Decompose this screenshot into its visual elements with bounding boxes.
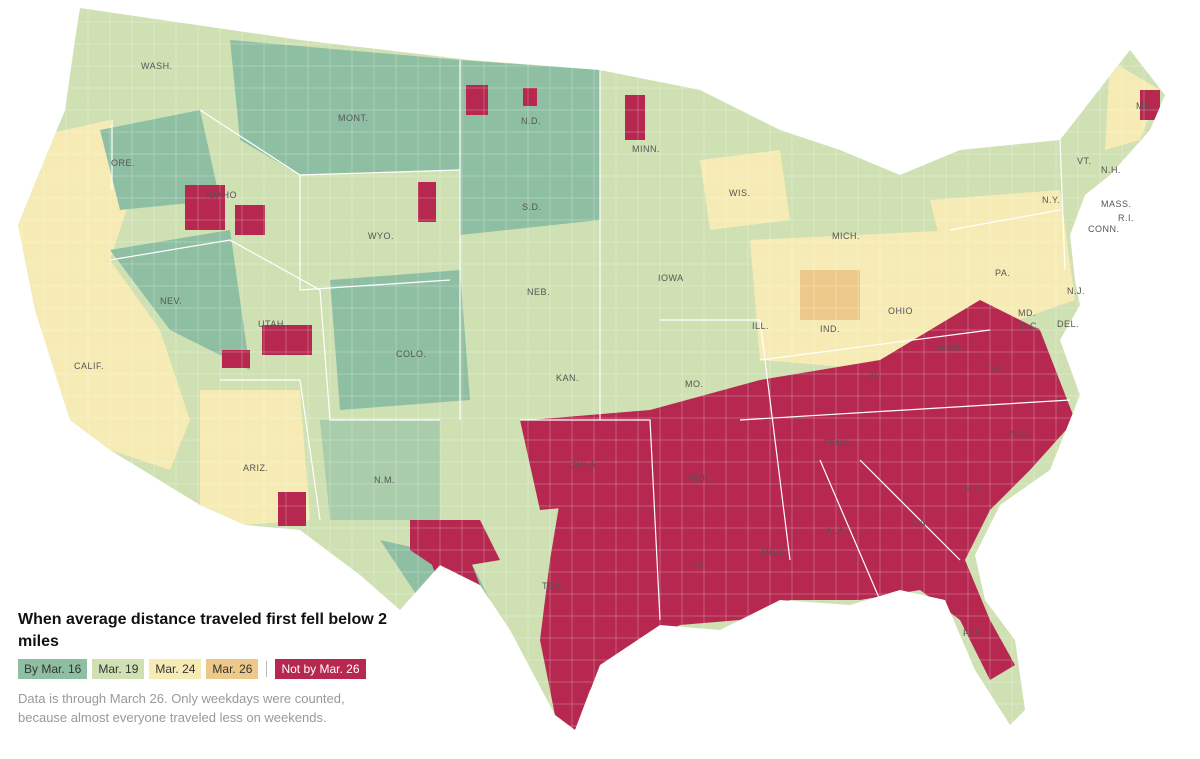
state-label: TENN.: [823, 438, 853, 448]
state-label: N.Y.: [1042, 195, 1060, 205]
state-label: CONN.: [1088, 224, 1120, 234]
state-label: NEV.: [160, 296, 182, 306]
state-label: ME.: [1136, 101, 1154, 111]
state-label: DEL.: [1057, 319, 1079, 329]
state-label: IOWA: [658, 273, 684, 283]
state-label: ORE.: [111, 158, 135, 168]
state-label: N.D.: [521, 116, 541, 126]
state-label: R.I.: [1118, 213, 1134, 223]
legend-item-mar19: Mar. 19: [92, 659, 145, 679]
state-label: IND.: [820, 324, 840, 334]
state-label: IDAHO: [206, 190, 237, 200]
state-label: MONT.: [338, 113, 369, 123]
state-label: MISS.: [761, 547, 788, 557]
state-labels: WASH. ORE. CALIF. IDAHO NEV. MONT. WYO. …: [74, 61, 1154, 638]
legend-title: When average distance traveled first fel…: [18, 611, 388, 650]
state-label: S.C.: [965, 484, 985, 494]
state-label: N.J.: [1067, 286, 1085, 296]
state-label: D.C.: [1020, 321, 1040, 331]
state-label: WIS.: [729, 188, 751, 198]
state-label: KAN.: [556, 373, 579, 383]
state-label: N.M.: [374, 475, 395, 485]
state-label: ALA.: [826, 526, 848, 536]
state-label: ILL.: [752, 321, 769, 331]
legend-item-not-by-mar26: Not by Mar. 26: [275, 659, 366, 679]
state-label: S.D.: [522, 202, 542, 212]
state-label: VT.: [1077, 156, 1092, 166]
state-label: OKLA.: [570, 460, 599, 470]
state-label: MD.: [1018, 308, 1036, 318]
state-label: UTAH: [258, 319, 284, 329]
legend-item-mar26: Mar. 26: [206, 659, 259, 679]
state-label: OHIO: [888, 306, 913, 316]
state-label: W.VA.: [937, 343, 964, 353]
state-label: KY.: [868, 372, 883, 382]
state-label: MINN.: [632, 144, 660, 154]
state-label: ARK.: [689, 473, 712, 483]
legend-item-by-mar16: By Mar. 16: [18, 659, 88, 679]
legend-divider: [266, 661, 268, 677]
state-label: N.H.: [1101, 165, 1121, 175]
state-label: NEB.: [527, 287, 550, 297]
state-label: N.C.: [1010, 429, 1030, 439]
data-note: Data is through March 26. Only weekdays …: [18, 691, 345, 725]
state-label: GA.: [912, 518, 929, 528]
state-borders: [109, 60, 1071, 621]
state-label: PA.: [995, 268, 1010, 278]
state-label: MASS.: [1101, 199, 1132, 209]
state-label: COLO.: [396, 349, 427, 359]
state-label: VA.: [990, 364, 1005, 374]
state-label: FLA.: [963, 628, 984, 638]
state-label: TEX.: [542, 581, 564, 591]
state-label: CALIF.: [74, 361, 104, 371]
state-label: WASH.: [141, 61, 173, 71]
legend-item-mar24: Mar. 24: [149, 659, 202, 679]
state-label: WYO.: [368, 231, 394, 241]
state-label: MO.: [685, 379, 704, 389]
map-legend: When average distance traveled first fel…: [18, 609, 398, 727]
state-label: MICH.: [832, 231, 860, 241]
state-label: LA.: [692, 560, 707, 570]
legend-swatches: By Mar. 16 Mar. 19 Mar. 24 Mar. 26 Not b…: [18, 659, 398, 679]
state-label: ARIZ.: [243, 463, 269, 473]
